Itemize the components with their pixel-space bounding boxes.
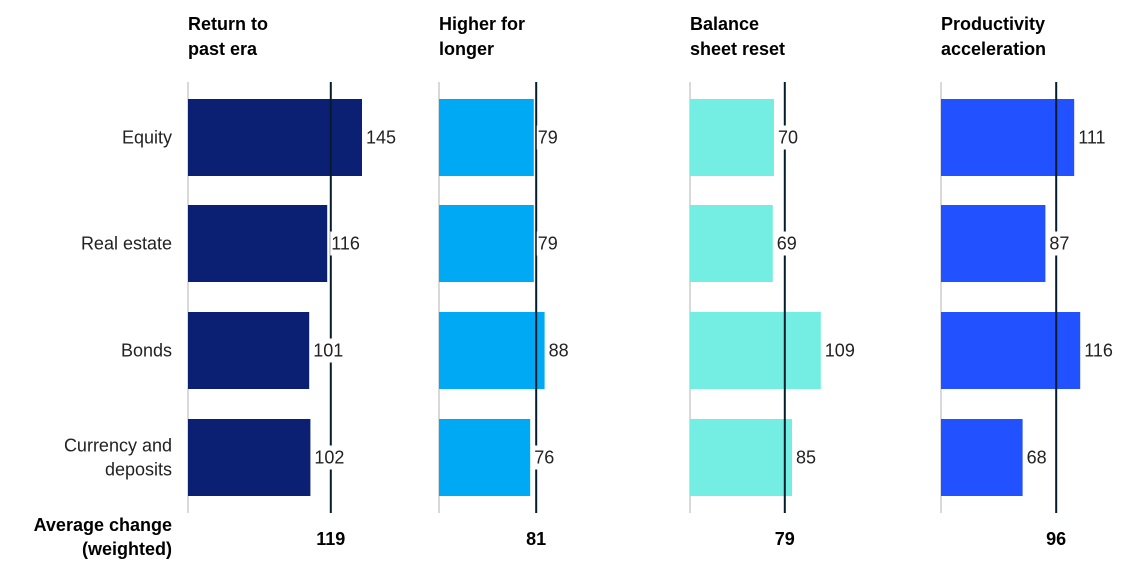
panel-title: longer	[439, 39, 494, 59]
data-label: 70	[778, 128, 798, 148]
data-label: 116	[1084, 341, 1113, 361]
average-change-label: (weighted)	[82, 539, 172, 559]
data-label: 101	[313, 341, 343, 361]
panel-title: past era	[188, 39, 258, 59]
data-label-background	[775, 231, 800, 256]
data-label-background	[330, 231, 364, 256]
category-label: Real estate	[81, 234, 172, 254]
bar	[941, 419, 1023, 496]
bar	[690, 205, 773, 282]
data-label: 85	[796, 448, 816, 468]
data-label-background	[777, 125, 801, 150]
data-label-background	[1083, 338, 1117, 363]
bar	[439, 205, 534, 282]
data-label: 76	[534, 448, 554, 468]
data-label-background	[536, 231, 561, 256]
average-value: 81	[526, 529, 546, 549]
data-label-background	[823, 338, 858, 363]
bar	[690, 312, 821, 389]
data-label-background	[365, 125, 399, 150]
data-label: 87	[1049, 234, 1069, 254]
data-label: 88	[549, 341, 569, 361]
data-label: 69	[777, 234, 797, 254]
data-label: 109	[825, 341, 855, 361]
panel-title: acceleration	[941, 39, 1046, 59]
category-label: Bonds	[121, 341, 172, 361]
data-label: 111	[1078, 128, 1105, 148]
data-label-background	[312, 338, 346, 363]
data-label: 79	[538, 128, 558, 148]
data-label-background	[1025, 445, 1049, 470]
bar	[188, 99, 362, 176]
data-label-background	[313, 445, 347, 470]
data-label: 68	[1027, 448, 1047, 468]
bar	[941, 312, 1081, 389]
bar	[188, 312, 310, 389]
bar	[941, 99, 1075, 176]
data-label: 102	[314, 448, 344, 468]
average-value: 79	[775, 529, 795, 549]
panel-title: Balance	[690, 14, 759, 34]
category-label: Equity	[122, 128, 172, 148]
data-label: 145	[366, 128, 396, 148]
data-label-background	[536, 125, 561, 150]
data-label-background	[547, 338, 571, 363]
bar	[941, 205, 1046, 282]
average-change-label: Average change	[34, 515, 172, 535]
panel-title: Productivity	[941, 14, 1045, 34]
bar	[188, 205, 328, 282]
data-label: 79	[538, 234, 558, 254]
average-value: 96	[1046, 529, 1066, 549]
panel-title: Return to	[188, 14, 268, 34]
bar	[690, 99, 774, 176]
bar	[439, 419, 531, 496]
panel-title: Higher for	[439, 14, 525, 34]
bar	[439, 312, 545, 389]
category-label: Currency and	[64, 436, 172, 456]
data-label-background	[1077, 125, 1111, 150]
bar	[188, 419, 311, 496]
data-label-background	[533, 445, 557, 470]
panel-title: sheet reset	[690, 39, 785, 59]
data-label: 116	[331, 234, 360, 254]
average-value: 119	[316, 529, 345, 549]
data-label-background	[1048, 231, 1072, 256]
bar	[439, 99, 534, 176]
bar	[690, 419, 792, 496]
data-label-background	[795, 445, 819, 470]
category-label: deposits	[105, 460, 172, 480]
